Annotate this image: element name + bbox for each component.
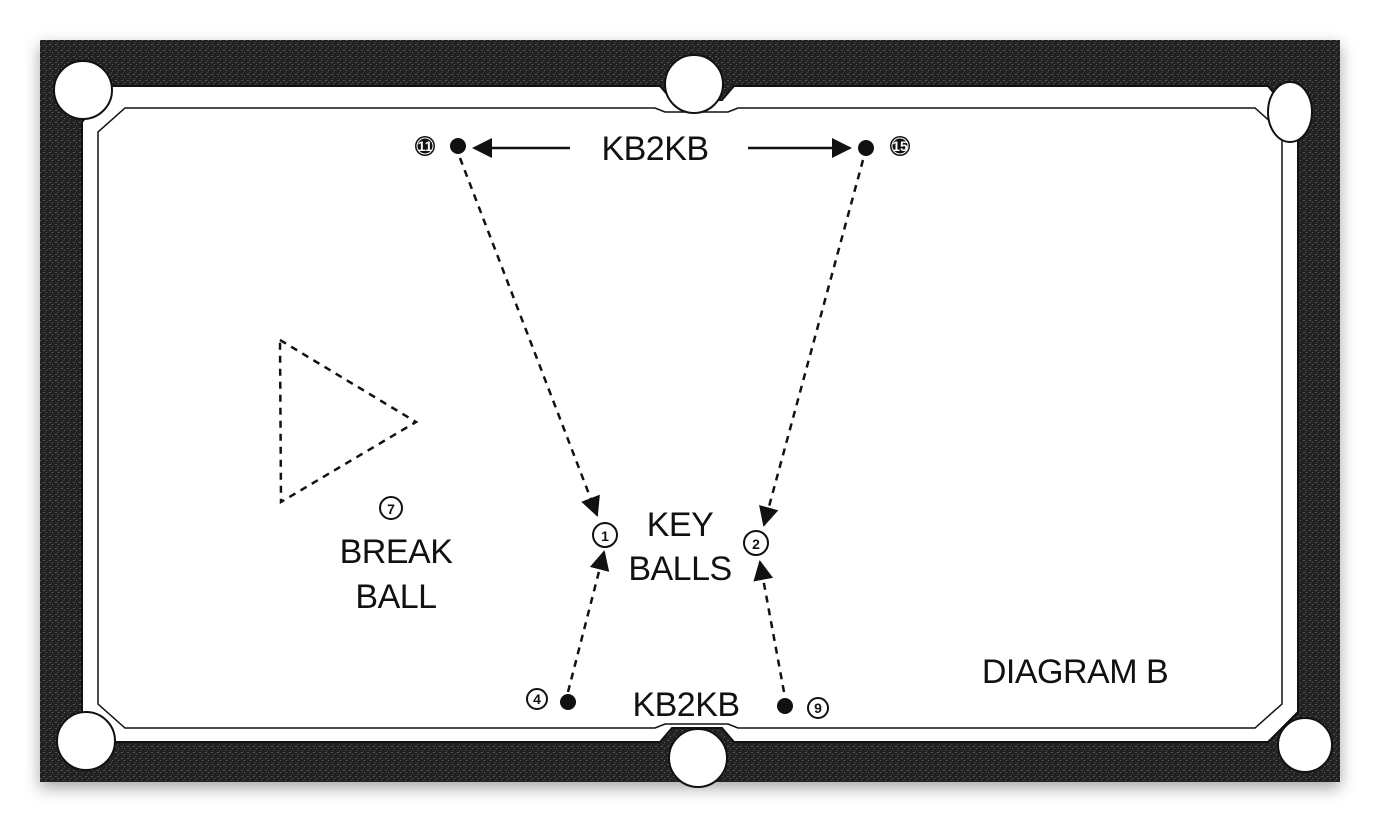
bottom-shot-label: KB2KB (632, 686, 739, 724)
path-4-to-1 (566, 550, 610, 693)
ball-9-dot (777, 698, 793, 714)
path-9-to-2 (753, 560, 786, 693)
ball-11-number: 11 (418, 138, 433, 154)
ball-7-number: 7 (387, 501, 395, 517)
key-balls-label-line2: BALLS (628, 550, 731, 588)
ball-7-badge: 7 (379, 496, 403, 520)
path-15-to-2 (759, 159, 865, 527)
ball-11-dot (450, 138, 466, 154)
ball-2-badge: 2 (743, 530, 769, 556)
ball-15-dot (858, 140, 874, 156)
top-shot-label: KB2KB (601, 130, 708, 168)
break-ball-label-line1: BREAK (340, 533, 454, 571)
playing-surface (97, 107, 1283, 729)
ball-15-badge: 15 (890, 136, 910, 156)
ball-2-number: 2 (752, 536, 760, 552)
ball-4-number: 4 (533, 691, 541, 707)
ball-9-badge: 9 (807, 697, 829, 719)
pockets (53, 54, 1333, 788)
ball-15-number: 15 (892, 138, 908, 154)
pocket-bottom-right (1277, 717, 1333, 773)
path-11-to-1 (458, 157, 600, 517)
pocket-top-center (664, 54, 724, 114)
ball-4-badge: 4 (526, 688, 548, 710)
pocket-bottom-center (668, 728, 728, 788)
ball-1-badge: 1 (592, 522, 618, 548)
shot-paths (458, 157, 865, 693)
key-balls-label-line1: KEY (647, 506, 714, 544)
ball-11-badge: 11 (415, 136, 435, 156)
rack-triangle (278, 337, 419, 505)
pocket-top-right (1267, 81, 1313, 143)
pocket-bottom-left (56, 711, 116, 771)
ball-dots (450, 138, 874, 714)
ball-4-dot (560, 694, 576, 710)
break-ball-label-line2: BALL (355, 578, 436, 616)
ball-1-number: 1 (601, 528, 609, 544)
pocket-top-left (53, 60, 113, 120)
ball-9-number: 9 (814, 700, 822, 716)
diagram-title: DIAGRAM B (982, 653, 1168, 691)
